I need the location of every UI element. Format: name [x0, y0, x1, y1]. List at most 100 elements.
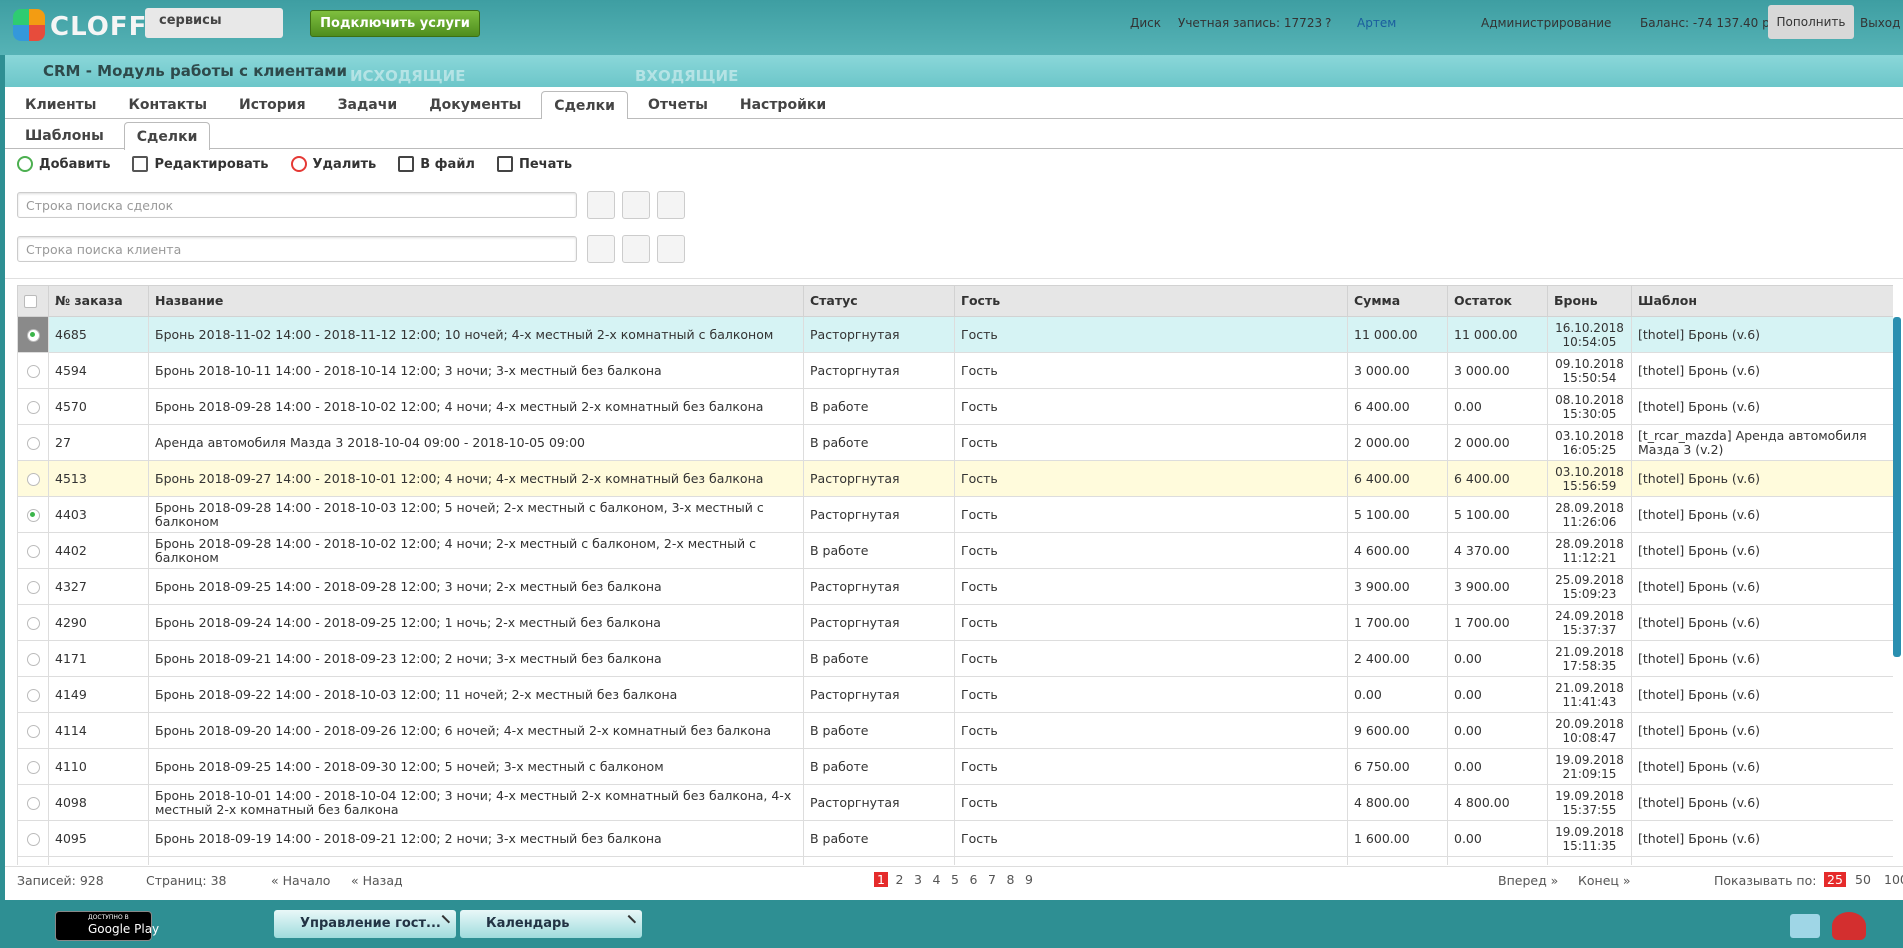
checkbox[interactable] — [26, 436, 40, 450]
deal-row[interactable]: 4098 Бронь 2018-10-01 14:00 - 2018-10-04 … — [17, 784, 1893, 821]
toolbar-button[interactable]: Редактировать — [154, 157, 269, 172]
page-link[interactable]: 3 — [914, 872, 922, 887]
page-link[interactable]: 7 — [988, 872, 996, 887]
prev[interactable]: « Назад — [351, 873, 403, 888]
subtab[interactable]: Сделки — [123, 122, 211, 150]
checkbox[interactable] — [26, 760, 40, 774]
deal-row[interactable]: 4149 Бронь 2018-09-22 14:00 - 2018-10-03 … — [17, 676, 1893, 713]
first[interactable]: « Начало — [271, 873, 331, 888]
checkbox[interactable] — [26, 544, 40, 558]
toolbar-button[interactable]: Удалить — [312, 157, 377, 172]
tab[interactable]: Отчеты — [647, 97, 708, 113]
connect-button[interactable]: Подключить услуги — [310, 10, 480, 37]
deal-row[interactable]: 4092Бронь 2018-09-21 14:00 - 2018-09-26 … — [17, 856, 1893, 865]
toolbar-button[interactable]: Добавить — [39, 157, 111, 172]
deal-row[interactable]: 4095 Бронь 2018-09-19 14:00 - 2018-09-21 … — [17, 820, 1893, 857]
checkbox[interactable] — [26, 724, 40, 738]
balance[interactable]: Баланс: -74 137.40 р. — [1640, 16, 1774, 30]
row-select[interactable] — [17, 496, 49, 533]
filter-button[interactable] — [657, 191, 685, 219]
account[interactable]: Учетная запись: 17723 — [1178, 16, 1323, 30]
deal-row[interactable]: 4327 Бронь 2018-09-25 14:00 - 2018-09-28 … — [17, 568, 1893, 605]
row-select[interactable] — [17, 460, 49, 497]
checkbox[interactable] — [26, 616, 40, 630]
toolbar-button[interactable]: Печать — [518, 157, 573, 172]
last[interactable]: Конец » — [1578, 873, 1631, 888]
toolbar-icon[interactable] — [17, 156, 33, 172]
row-select[interactable] — [17, 604, 49, 641]
checkbox[interactable] — [26, 472, 40, 486]
column-header[interactable]: Гость — [954, 285, 1348, 317]
search-button[interactable] — [587, 191, 615, 219]
service-select[interactable]: сервисы — [145, 8, 283, 38]
badge-caption[interactable]: ДОСТУПНО В — [88, 914, 129, 921]
toolbar-icon[interactable] — [398, 156, 415, 172]
admin[interactable]: Администрирование — [1481, 16, 1612, 30]
row-select[interactable] — [17, 388, 49, 425]
task-button[interactable]: Календарь — [460, 910, 642, 938]
tab[interactable]: Клиенты — [25, 97, 97, 113]
checkbox[interactable] — [26, 652, 40, 666]
row-select[interactable] — [17, 676, 49, 713]
page-link[interactable]: 9 — [1025, 872, 1033, 887]
row-select[interactable] — [17, 856, 49, 865]
row-select[interactable] — [17, 532, 49, 569]
deal-row[interactable]: 4114 Бронь 2018-09-20 14:00 - 2018-09-26 … — [17, 712, 1893, 749]
deal-row[interactable]: 27 Аренда автомобиля Мазда 3 2018-10-04 0… — [17, 424, 1893, 461]
row-select[interactable] — [17, 748, 49, 785]
column-header[interactable]: Статус — [803, 285, 955, 317]
deal-row[interactable]: 4513 Бронь 2018-09-27 14:00 - 2018-10-01 … — [17, 460, 1893, 497]
tab[interactable]: История — [239, 97, 306, 113]
toolbar-button[interactable]: В файл — [420, 157, 475, 172]
clear-button[interactable] — [622, 191, 650, 219]
help[interactable]: ? — [1325, 16, 1332, 30]
page-link[interactable]: 4 — [932, 872, 941, 887]
filter-button[interactable] — [657, 235, 685, 263]
checkbox[interactable] — [24, 295, 37, 308]
task-close[interactable] — [621, 914, 637, 930]
tab[interactable]: Документы — [429, 97, 522, 113]
logo[interactable]: CLOFF — [50, 12, 148, 42]
search-input[interactable]: Строка поиска сделок — [17, 192, 577, 218]
row-select[interactable] — [17, 568, 49, 605]
column-header[interactable]: Сумма — [1347, 285, 1448, 317]
task-label[interactable]: Управление гост... — [300, 916, 441, 931]
toolbar-icon[interactable] — [496, 156, 513, 172]
page-link[interactable]: 1 — [874, 872, 888, 887]
toolbar-icon[interactable] — [290, 156, 307, 172]
row-select[interactable] — [17, 352, 49, 389]
chat-icon[interactable] — [1790, 914, 1820, 938]
column-header[interactable]: Остаток — [1447, 285, 1548, 317]
checkbox[interactable] — [26, 796, 40, 810]
deal-row[interactable]: 4290 Бронь 2018-09-24 14:00 - 2018-09-25 … — [17, 604, 1893, 641]
deal-row[interactable]: 4685 Бронь 2018-11-02 14:00 - 2018-11-12 … — [17, 316, 1893, 353]
row-select[interactable] — [17, 316, 49, 353]
checkbox[interactable] — [26, 328, 40, 342]
row-select[interactable] — [17, 424, 49, 461]
logo-icon[interactable] — [13, 9, 45, 41]
google-play-badge[interactable]: ДОСТУПНО В Google Play — [55, 911, 159, 941]
page-link[interactable]: 8 — [1006, 872, 1015, 887]
page-link[interactable]: 6 — [969, 872, 978, 887]
search-input[interactable]: Строка поиска клиента — [17, 236, 577, 262]
deal-row[interactable]: 4570 Бронь 2018-09-28 14:00 - 2018-10-02 … — [17, 388, 1893, 425]
tab[interactable]: Контакты — [128, 97, 208, 113]
column-header[interactable]: № заказа — [48, 285, 149, 317]
column-header[interactable]: Бронь — [1547, 285, 1632, 317]
search-button[interactable] — [587, 235, 615, 263]
subtab[interactable]: Шаблоны — [25, 128, 104, 144]
tab[interactable]: Настройки — [739, 97, 827, 113]
task-button[interactable]: Управление гост... — [274, 910, 456, 938]
disk[interactable]: Диск — [1130, 16, 1162, 30]
checkbox[interactable] — [26, 400, 40, 414]
badge-title[interactable]: Google Play — [88, 922, 160, 936]
topup-button[interactable]: Пополнить — [1768, 5, 1854, 39]
clear-button[interactable] — [622, 235, 650, 263]
deal-row[interactable]: 4594 Бронь 2018-10-11 14:00 - 2018-10-14 … — [17, 352, 1893, 389]
page-link[interactable]: 2 — [895, 872, 904, 887]
phone-icon[interactable] — [1832, 912, 1866, 940]
row-select[interactable] — [17, 784, 49, 821]
row-select[interactable] — [17, 712, 49, 749]
tab[interactable]: Задачи — [337, 97, 398, 113]
task-label[interactable]: Календарь — [486, 916, 570, 931]
